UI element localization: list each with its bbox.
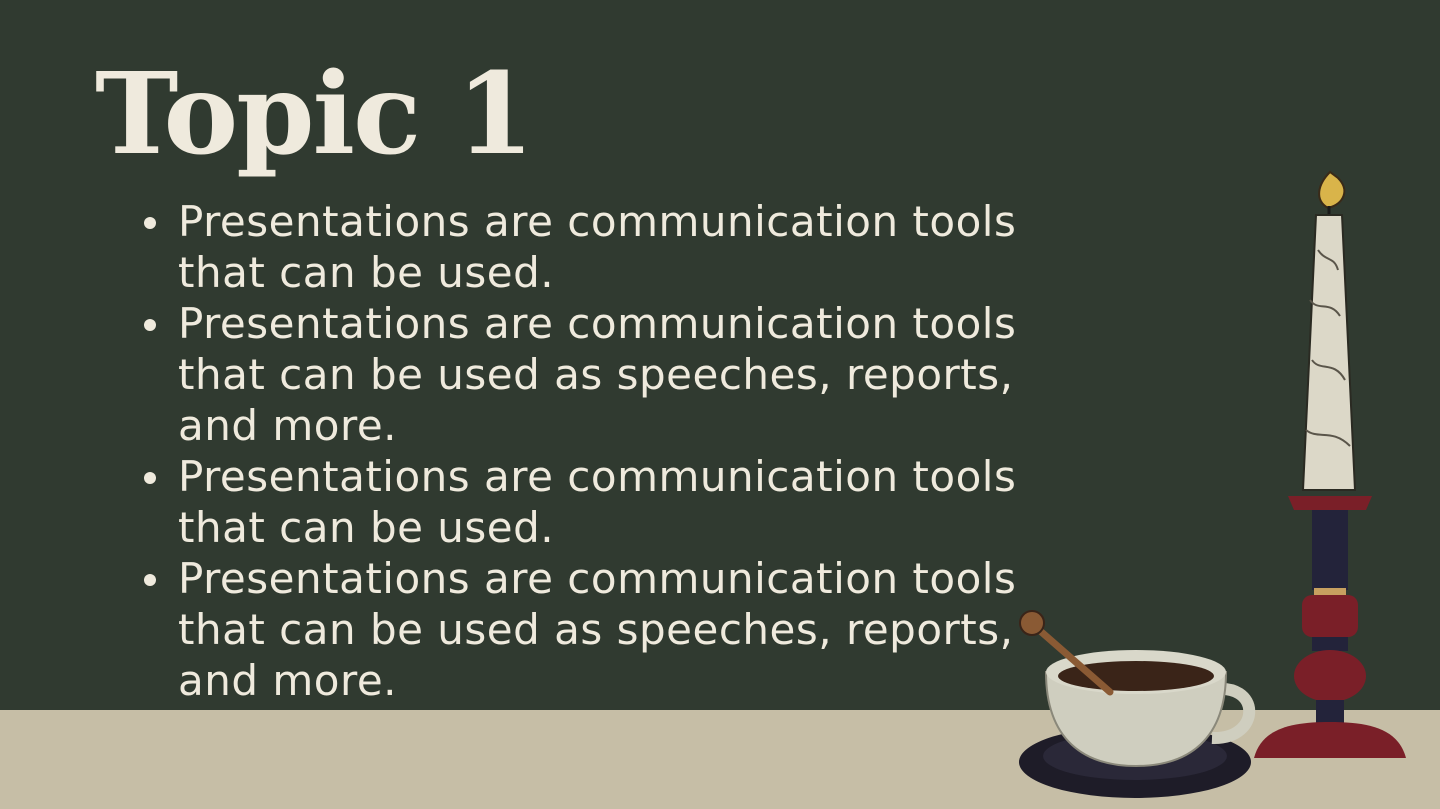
bullet-item-2: Presentations are communication tools th… [144,299,1017,450]
coffee-cup-icon [1019,610,1256,798]
bullet-item-1: Presentations are communication tools th… [144,197,1017,297]
slide-title: Topic 1 [95,49,534,180]
slide-background [0,0,1440,710]
bullet-item-3: Presentations are communication tools th… [144,452,1017,552]
candle-icon [1254,170,1406,758]
bullet-item-4: Presentations are communication tools th… [144,554,1017,705]
bullet-list: Presentations are communication tools th… [144,196,1018,706]
